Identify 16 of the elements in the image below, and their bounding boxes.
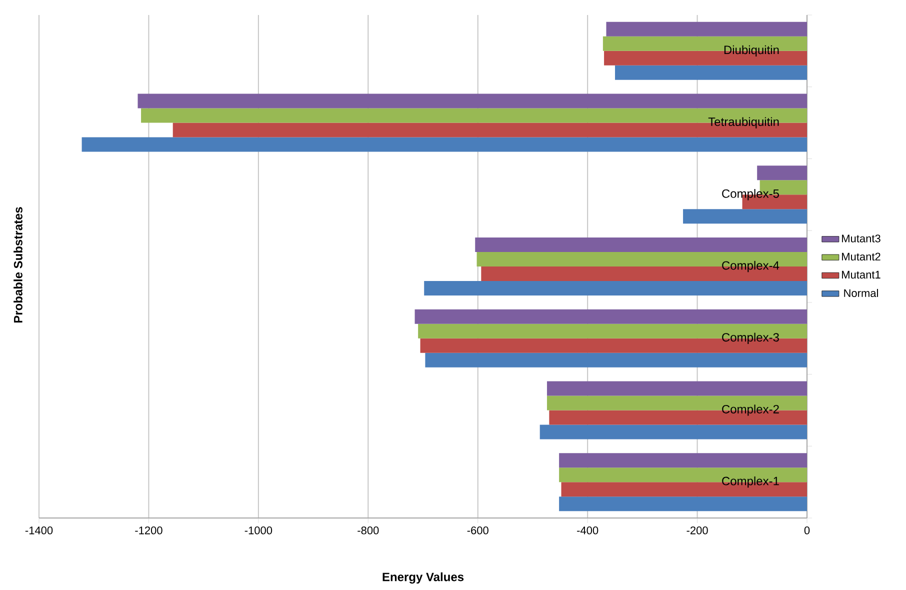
y-tick-label: Complex-2 <box>722 404 779 416</box>
legend-label: Normal <box>844 288 878 298</box>
y-axis-title: Probable Substrates <box>14 207 22 323</box>
x-tick-label: -1200 <box>135 526 162 534</box>
x-tick-label: 0 <box>804 526 810 534</box>
x-tick-label: -1000 <box>244 526 272 534</box>
x-tick-label: -1400 <box>25 526 53 534</box>
x-axis-title: Energy Values <box>382 572 464 584</box>
x-tick-label: -400 <box>577 526 598 534</box>
x-tick-label: -800 <box>358 526 379 534</box>
y-tick-label: Complex-1 <box>722 476 779 488</box>
legend-label: Mutant2 <box>842 252 880 261</box>
x-tick-label: -600 <box>467 526 488 534</box>
legend-label: Mutant3 <box>842 234 880 242</box>
legend-label: Mutant1 <box>842 270 880 279</box>
x-tick-label: -200 <box>686 526 708 534</box>
